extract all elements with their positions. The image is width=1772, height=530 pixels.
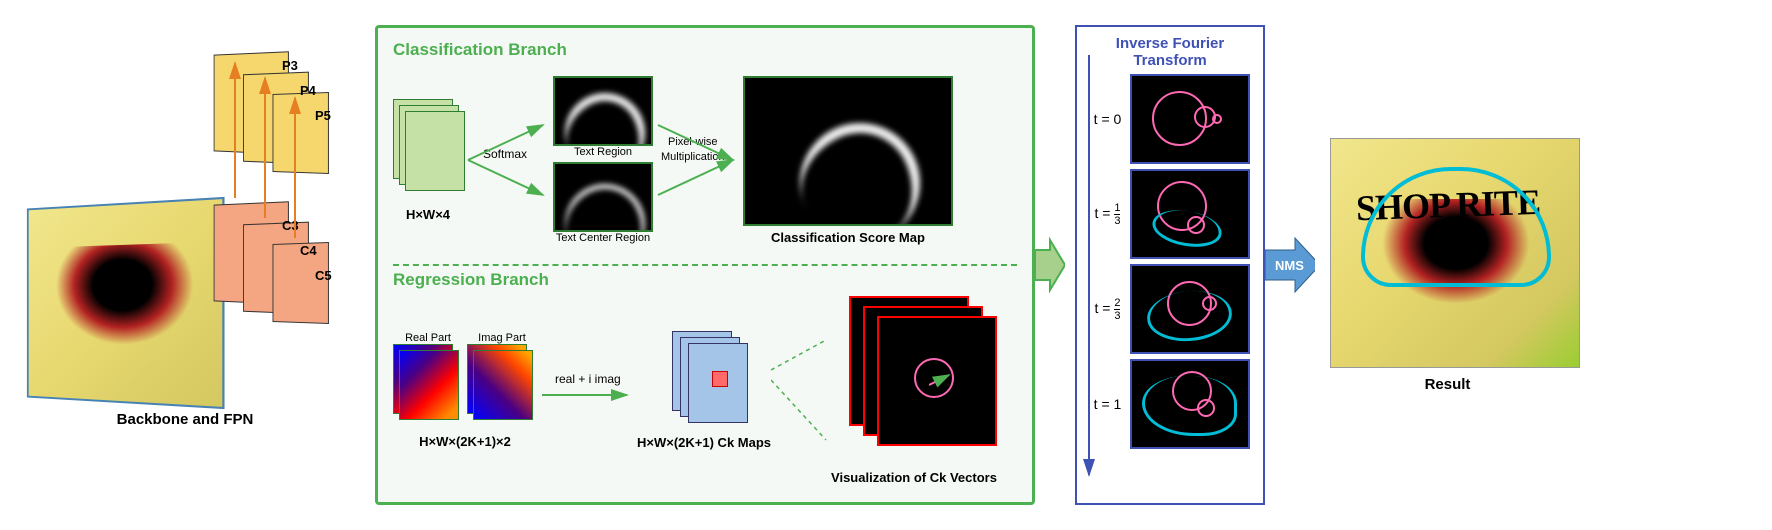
ift-row: t = 0 [1085, 74, 1255, 164]
vis-label: Visualization of Ck Vectors [831, 470, 997, 485]
backbone-plates: C3 C4 C5 P3 P4 P5 [210, 143, 350, 403]
diagram-root: Shared Head C3 C4 C5 P3 P4 P5 [0, 0, 1772, 530]
ift-frame [1130, 264, 1250, 354]
ift-box: Inverse Fourier Transform t = 0 t = 13 t… [1075, 25, 1265, 505]
ift-frame [1130, 359, 1250, 449]
reg-feat: Real Part Imag Part H×W×(2 [393, 332, 537, 449]
ck-vis: Visualization of Ck Vectors [831, 296, 997, 485]
backbone-arrows [210, 43, 350, 303]
region-images: Text Region Text Center Region [553, 76, 653, 244]
nms-arrow: NMS [1265, 235, 1315, 295]
text-region-label: Text Region [574, 146, 632, 158]
softmax-arrow: Softmax [463, 100, 553, 220]
nms-text: NMS [1275, 258, 1304, 273]
mult-text: Multiplication [661, 151, 725, 163]
real-label: Real Part [405, 332, 451, 344]
result-section: SHOP RITE Result [1315, 138, 1580, 393]
result-caption: Result [1425, 376, 1471, 393]
score-map: Classification Score Map [743, 76, 953, 245]
backbone-caption: Backbone and FPN [117, 411, 254, 428]
ift-time-arrow [1083, 55, 1095, 485]
text-center-label: Text Center Region [556, 232, 650, 244]
classification-row: H×W×4 Softmax Text Region Text Center Re… [393, 60, 1017, 260]
ck-label: H×W×(2K+1) Ck Maps [637, 435, 771, 450]
text-center-img [553, 162, 653, 232]
score-map-img [743, 76, 953, 226]
cls-feat-label: H×W×4 [406, 207, 450, 222]
imag-label: Imag Part [478, 332, 526, 344]
text-region-img [553, 76, 653, 146]
ift-row: t = 1 [1085, 359, 1255, 449]
ift-row: t = 23 [1085, 264, 1255, 354]
combine-arrow: real + i imag [537, 365, 637, 415]
vis-plate [877, 316, 997, 446]
reg-feat-label: H×W×(2K+1)×2 [419, 434, 511, 449]
ift-row: t = 13 [1085, 169, 1255, 259]
ck-maps: H×W×(2K+1) Ck Maps [637, 331, 771, 450]
ift-frame [1130, 74, 1250, 164]
branch-divider [393, 264, 1017, 266]
ift-frame [1130, 169, 1250, 259]
regression-row: Real Part Imag Part H×W×(2 [393, 290, 1017, 490]
regression-title: Regression Branch [393, 270, 1017, 290]
classification-title: Classification Branch [393, 40, 1017, 60]
backbone-section: Shared Head C3 C4 C5 P3 P4 P5 [10, 103, 360, 428]
branches-box: Classification Branch H×W×4 Softmax Te [375, 25, 1035, 505]
score-map-label: Classification Score Map [771, 230, 925, 245]
cls-feat-stack: H×W×4 [393, 99, 463, 222]
branch-to-ift-arrow [1035, 235, 1065, 295]
ck-connector [771, 330, 831, 450]
result-image: SHOP RITE [1330, 138, 1580, 368]
pixelwise-arrow: Pixel-wise Multiplication [653, 100, 743, 220]
combine-text: real + i imag [555, 372, 621, 386]
ift-title: Inverse Fourier Transform [1085, 35, 1255, 69]
